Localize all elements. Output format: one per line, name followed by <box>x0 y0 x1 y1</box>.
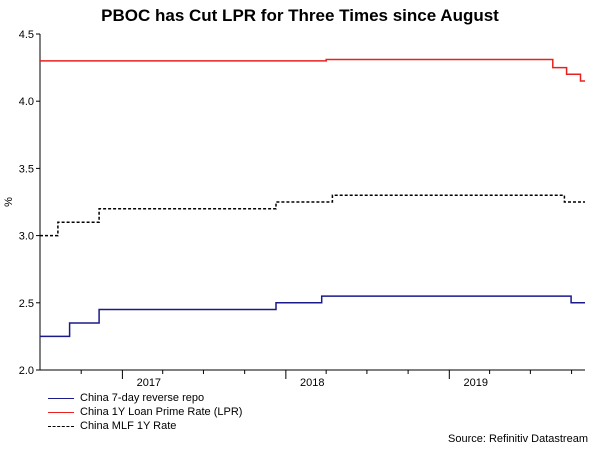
y-tick-label: 3.5 <box>19 163 34 175</box>
series-line-1 <box>40 58 585 82</box>
x-tick-label: 2018 <box>300 377 324 389</box>
y-axis-label: % <box>3 197 15 207</box>
series-line-2 <box>40 194 585 237</box>
y-tick-label: 2.0 <box>19 365 34 377</box>
y-tick-label: 2.5 <box>19 298 34 310</box>
y-tick-label: 4.5 <box>19 29 34 41</box>
legend-swatch-reverse-repo <box>48 397 74 399</box>
series-line-0 <box>40 295 585 338</box>
chart-title: PBOC has Cut LPR for Three Times since A… <box>101 6 499 25</box>
legend-swatch-lpr <box>48 411 74 413</box>
legend-label-lpr: China 1Y Loan Prime Rate (LPR) <box>80 406 243 418</box>
legend: China 7-day reverse repo China 1Y Loan P… <box>48 391 242 433</box>
y-tick-label: 4.0 <box>19 96 34 108</box>
legend-label-reverse-repo: China 7-day reverse repo <box>80 392 205 404</box>
legend-item-mlf: China MLF 1Y Rate <box>48 419 242 433</box>
x-tick-label: 2019 <box>463 377 487 389</box>
legend-item-lpr: China 1Y Loan Prime Rate (LPR) <box>48 405 242 419</box>
x-tick-label: 2017 <box>137 377 161 389</box>
y-tick-label: 3.0 <box>19 231 34 243</box>
legend-item-reverse-repo: China 7-day reverse repo <box>48 391 242 405</box>
legend-label-mlf: China MLF 1Y Rate <box>80 420 177 432</box>
source-note: Source: Refinitiv Datastream <box>448 433 588 445</box>
legend-swatch-mlf <box>48 425 74 427</box>
